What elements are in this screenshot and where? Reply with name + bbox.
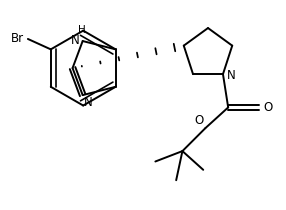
Text: Br: Br: [11, 33, 24, 45]
Text: O: O: [263, 101, 273, 114]
Text: N: N: [84, 96, 92, 109]
Text: N: N: [227, 69, 236, 82]
Text: H: H: [78, 25, 86, 35]
Text: O: O: [194, 114, 203, 127]
Text: N: N: [71, 34, 80, 46]
